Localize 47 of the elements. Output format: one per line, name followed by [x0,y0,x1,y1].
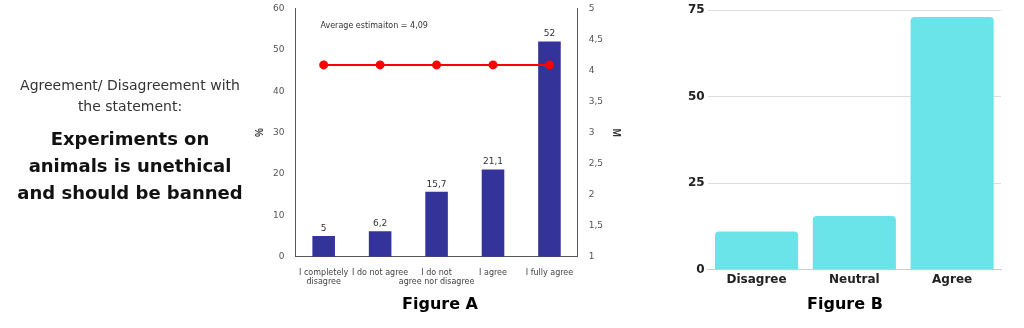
y-tick-label: 20 [273,168,285,179]
text: Agreement/ Disagreement with the statement: [19,76,241,116]
y2-tick-label: 1 [588,251,595,262]
bar [312,236,335,257]
y2-tick-label: 4 [588,64,595,75]
bar [812,215,896,270]
x-tick-label: I do not agree [352,267,409,277]
y2-tick-label: 2 [588,189,595,200]
y2-tick-label: 3,5 [588,95,604,106]
x-tick-label: Agree [932,271,973,286]
y2-tick-label: 5 [588,2,595,13]
y2-tick-label: 2,5 [588,157,604,168]
y-tick-label: 75 [688,2,705,17]
x-tick-label: I completely disagree [299,267,349,287]
y-tick-label: 50 [273,44,285,55]
y-tick-label: 0 [278,251,285,262]
y-tick-label: 60 [273,2,285,13]
bar [368,231,392,257]
text: Experiments on animals is unethical and should be banned [16,127,244,205]
y-tick-label: 10 [273,209,285,220]
data-label: 52 [543,28,556,39]
y-tick-label: 25 [688,175,705,190]
data-label: 6,2 [372,217,388,228]
data-label: 21,1 [482,156,504,167]
bar [538,41,561,257]
bar [481,169,505,257]
x-tick-label: I agree [479,267,508,277]
x-tick-label: Neutral [829,271,880,286]
y-axis-title: % [253,128,265,138]
y2-tick-label: 4,5 [588,33,604,44]
data-label: 15,7 [426,178,447,189]
x-axis-title: Figure A [401,294,479,313]
data-label: 5 [320,222,327,233]
bar [910,17,994,270]
y-tick-label: 30 [273,126,285,137]
x-tick-label: Disagree [726,271,787,286]
x-axis-title: Figure B [806,294,884,313]
bar [715,231,799,270]
y2-axis-title: M [611,128,623,137]
x-tick-label: I fully agree [525,267,574,277]
y-tick-label: 0 [696,261,705,276]
y-tick-label: 50 [688,88,705,103]
y2-tick-label: 3 [588,126,595,137]
y2-tick-label: 1,5 [588,220,604,231]
bar [425,191,448,257]
annotation: Average estimaiton = 4,09 [320,21,428,31]
y-tick-label: 40 [273,85,285,96]
